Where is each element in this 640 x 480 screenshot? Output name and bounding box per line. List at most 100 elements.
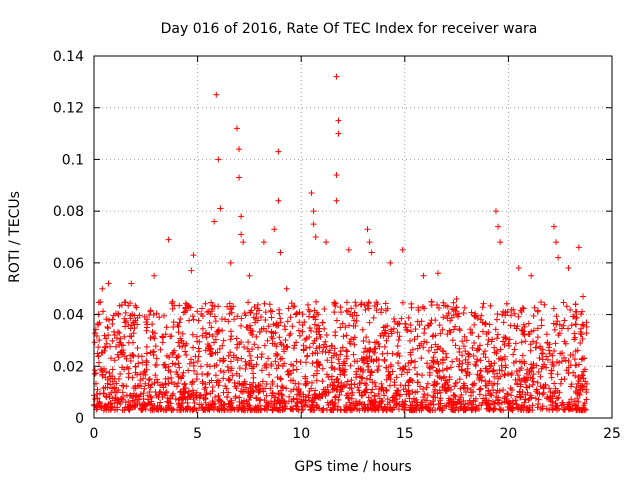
data-point — [494, 387, 501, 394]
data-point — [375, 405, 382, 412]
data-point — [508, 371, 515, 378]
data-point — [311, 313, 318, 320]
data-point — [386, 382, 393, 389]
data-point — [494, 370, 501, 377]
data-point — [572, 372, 579, 379]
data-point — [103, 316, 110, 323]
data-point — [253, 333, 260, 340]
data-point — [93, 391, 100, 398]
data-point — [316, 331, 323, 338]
data-point — [225, 352, 232, 359]
data-point — [491, 400, 498, 407]
data-point — [573, 389, 580, 396]
data-point — [324, 357, 331, 364]
data-point — [421, 305, 428, 312]
data-point — [376, 395, 383, 402]
data-point — [186, 394, 193, 401]
data-point — [147, 393, 154, 400]
data-point — [335, 379, 342, 386]
data-point — [468, 406, 475, 413]
data-point-notable — [105, 280, 112, 287]
data-point — [153, 392, 160, 399]
data-point — [289, 323, 296, 330]
data-point — [395, 320, 402, 327]
data-point — [502, 309, 509, 316]
data-point — [323, 332, 330, 339]
data-point — [252, 383, 259, 390]
data-point-notable — [515, 265, 522, 272]
data-point — [134, 383, 141, 390]
data-point — [457, 400, 464, 407]
data-point — [547, 370, 554, 377]
data-point — [196, 395, 203, 402]
data-point — [332, 393, 339, 400]
data-point-notable — [310, 221, 317, 228]
data-point — [242, 366, 249, 373]
data-point — [179, 330, 186, 337]
data-point — [435, 304, 442, 311]
data-point — [521, 331, 528, 338]
data-point — [465, 361, 472, 368]
data-point — [111, 357, 118, 364]
data-point — [439, 347, 446, 354]
data-point — [275, 390, 282, 397]
data-point — [536, 354, 543, 361]
data-point — [106, 369, 113, 376]
data-point — [227, 358, 234, 365]
data-point — [153, 361, 160, 368]
data-point — [294, 391, 301, 398]
data-point — [261, 397, 268, 404]
data-point — [362, 405, 369, 412]
data-point — [435, 361, 442, 368]
data-point — [393, 374, 400, 381]
data-point — [165, 380, 172, 387]
data-point — [569, 313, 576, 320]
data-point — [469, 344, 476, 351]
data-point — [209, 333, 216, 340]
data-point — [101, 365, 108, 372]
data-point — [565, 364, 572, 371]
data-point — [468, 309, 475, 316]
data-point — [121, 333, 128, 340]
data-point-notable — [333, 171, 340, 178]
data-point — [402, 320, 409, 327]
data-point — [347, 311, 354, 318]
data-point — [140, 375, 147, 382]
data-point — [485, 368, 492, 375]
data-point — [474, 371, 481, 378]
data-point — [460, 343, 467, 350]
data-point — [362, 306, 369, 313]
data-point — [443, 388, 450, 395]
data-point — [437, 395, 444, 402]
data-point — [309, 395, 316, 402]
data-point — [443, 366, 450, 373]
data-point — [580, 355, 587, 362]
data-point — [367, 372, 374, 379]
data-point — [550, 347, 557, 354]
x-tick-label: 25 — [603, 426, 621, 442]
data-point — [218, 407, 225, 414]
data-point — [471, 321, 478, 328]
data-point — [152, 330, 159, 337]
data-point — [111, 332, 118, 339]
data-point — [215, 406, 222, 413]
data-point — [255, 386, 262, 393]
data-point — [412, 358, 419, 365]
data-point — [117, 339, 124, 346]
data-point — [142, 406, 149, 413]
data-point — [290, 303, 297, 310]
data-point — [144, 392, 151, 399]
data-point — [519, 304, 526, 311]
data-point — [351, 317, 358, 324]
data-point-notable — [151, 272, 158, 279]
data-point-notable — [217, 205, 224, 212]
data-point — [197, 391, 204, 398]
data-point — [175, 329, 182, 336]
data-point — [503, 300, 510, 307]
data-point — [383, 407, 390, 414]
data-point — [195, 317, 202, 324]
data-point — [397, 382, 404, 389]
data-point — [163, 324, 170, 331]
data-point — [399, 299, 406, 306]
data-point — [281, 346, 288, 353]
